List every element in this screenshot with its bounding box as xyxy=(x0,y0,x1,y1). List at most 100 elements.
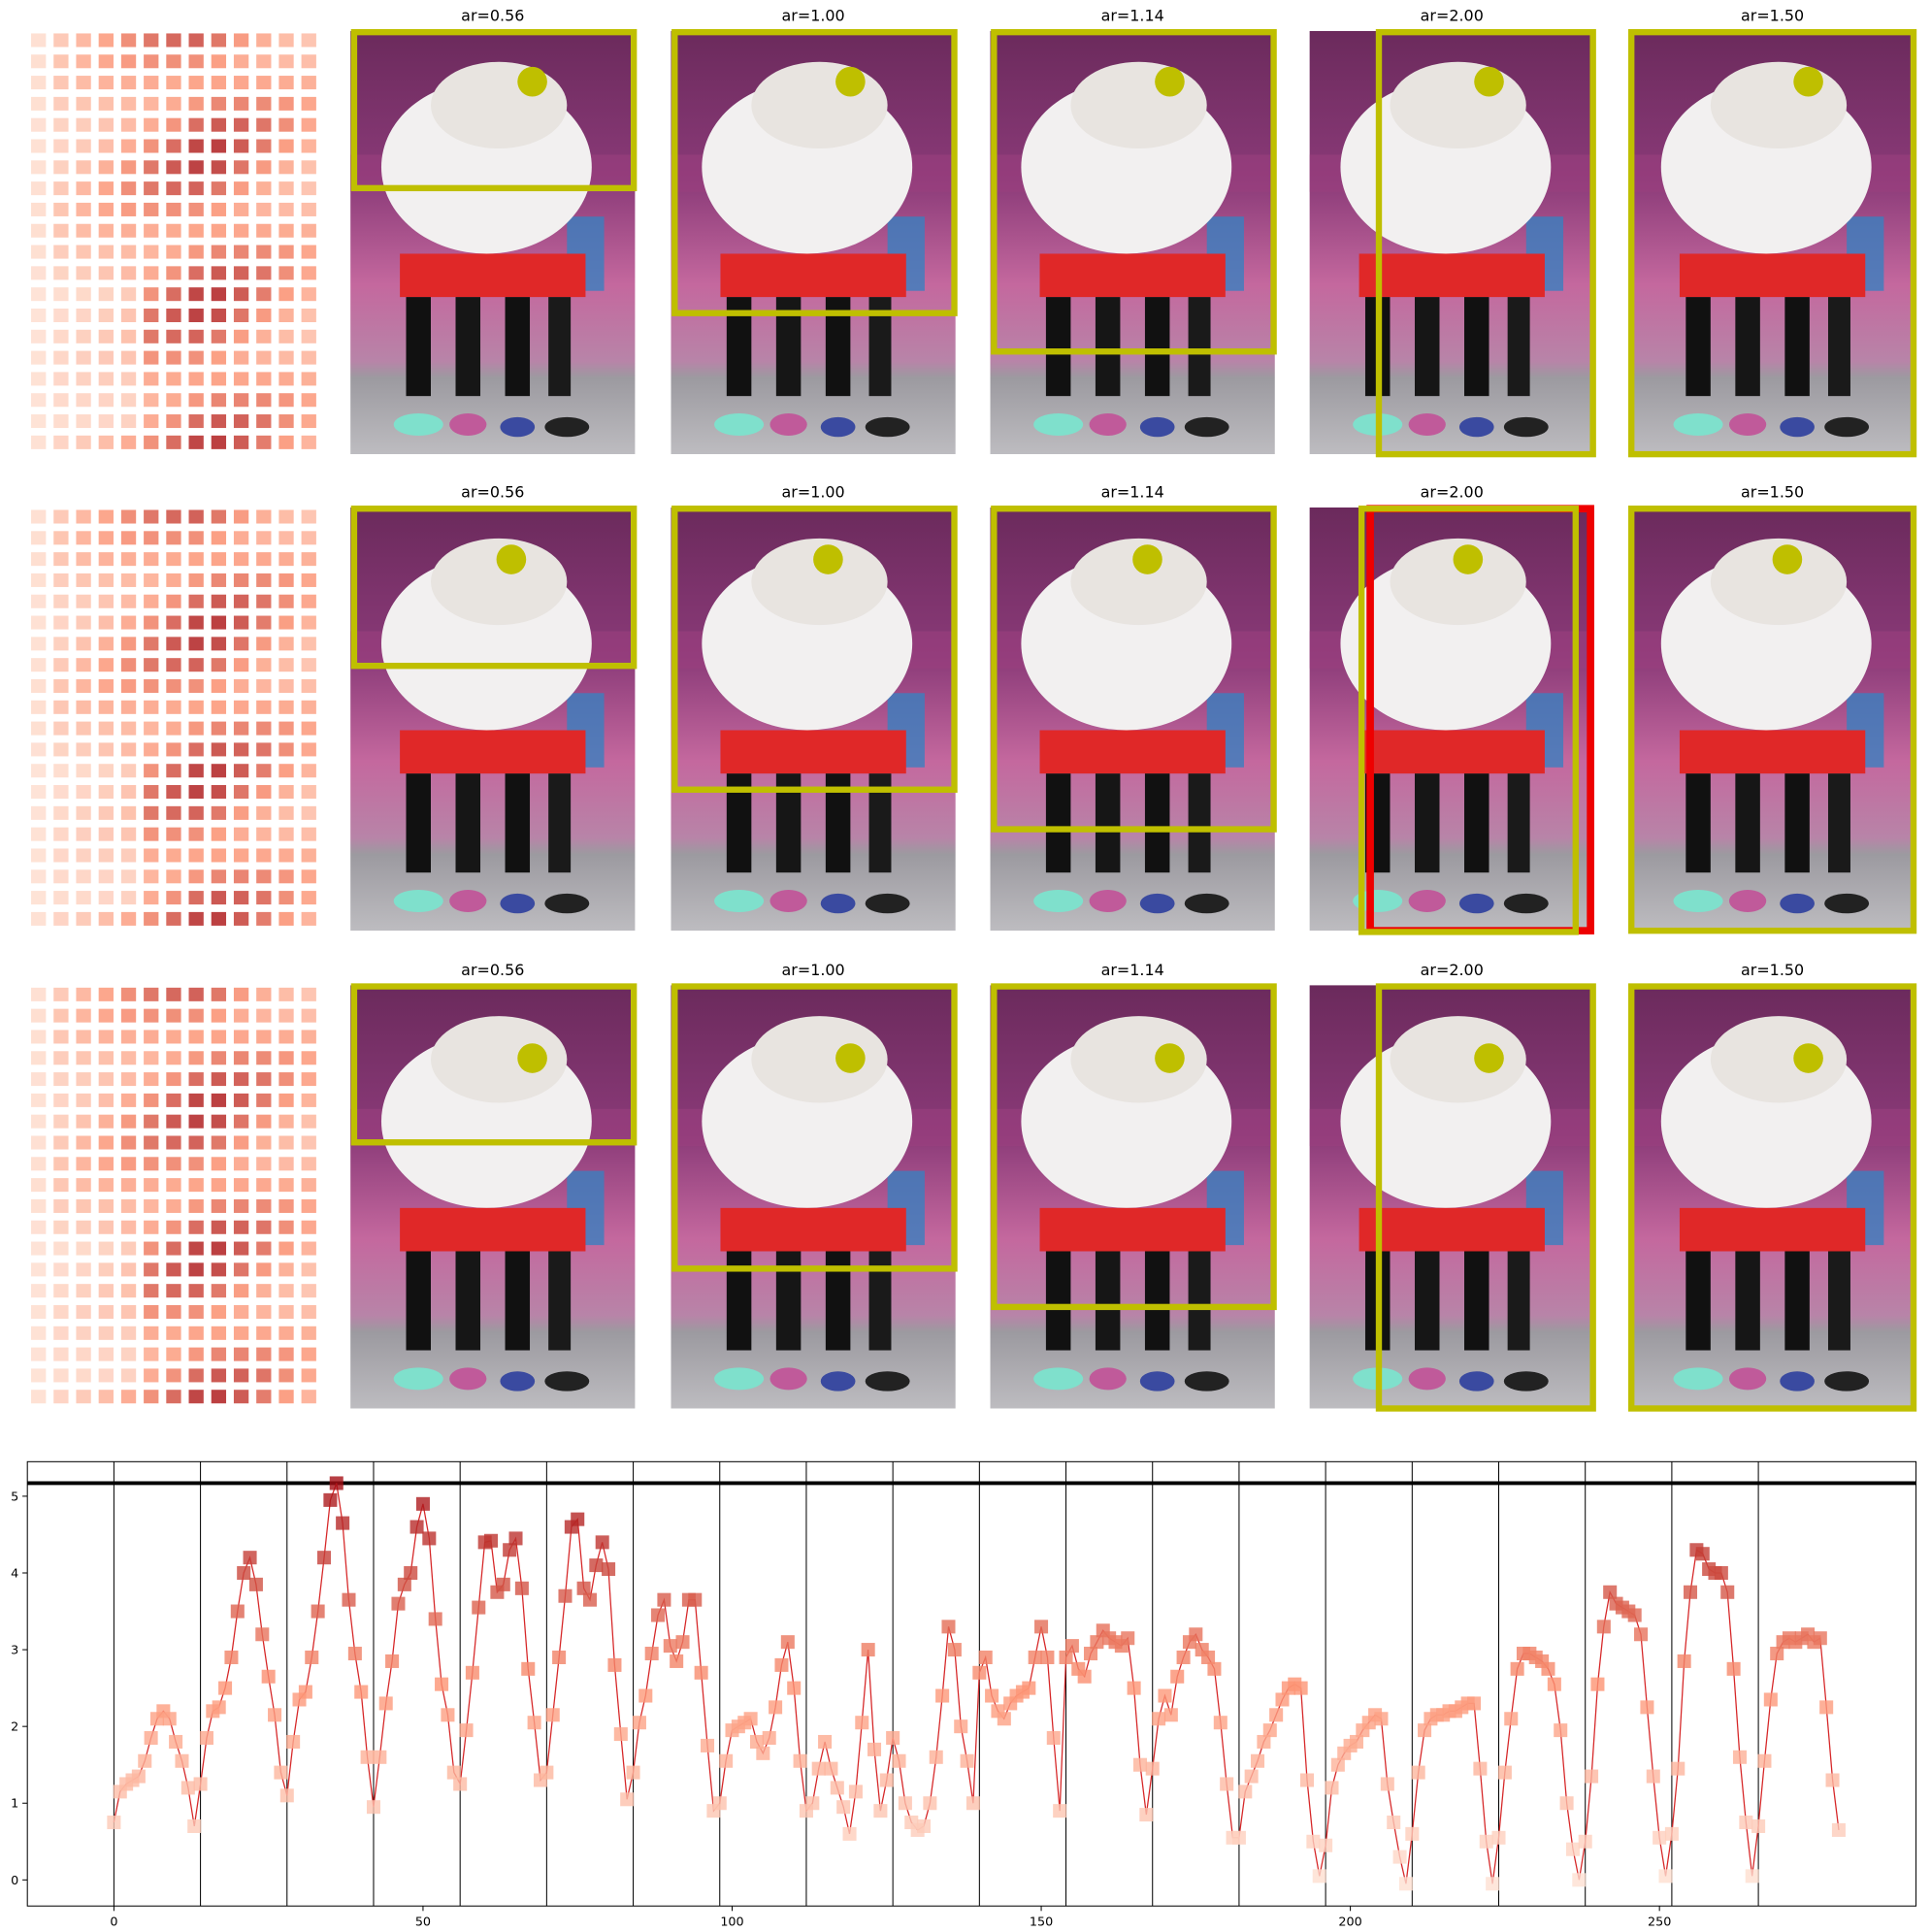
heatmap-cell xyxy=(144,848,159,863)
crop-box xyxy=(1628,983,1917,1412)
heatmap-cell xyxy=(301,700,316,714)
heatmap-cell xyxy=(166,1008,181,1023)
heatmap-cell xyxy=(301,742,316,757)
heatmap-cell xyxy=(278,721,294,736)
heatmap-cell xyxy=(278,594,294,608)
center-dot xyxy=(517,1043,547,1073)
heatmap-cell xyxy=(233,139,249,153)
heatmap-cell xyxy=(76,181,91,196)
heatmap-cell xyxy=(233,1030,249,1044)
heatmap-cell xyxy=(120,350,137,365)
heatmap-cell xyxy=(76,372,91,386)
marker xyxy=(892,1753,906,1768)
heatmap-cell xyxy=(76,96,91,111)
heatmap-cell xyxy=(53,435,69,449)
y-tick-label: 2 xyxy=(11,1720,18,1735)
center-dot xyxy=(813,544,843,574)
heatmap-cell xyxy=(31,435,47,449)
heatmap-cell xyxy=(233,1178,249,1193)
heatmap-cell xyxy=(211,76,227,90)
heatmap-cell xyxy=(31,911,47,926)
heatmap-cell xyxy=(31,615,47,630)
heatmap-cell xyxy=(301,329,316,344)
heatmap-cell xyxy=(256,594,272,608)
marker xyxy=(811,1761,826,1776)
heatmap-cell xyxy=(31,848,47,863)
heatmap-cell xyxy=(76,869,91,884)
heatmap-cell xyxy=(278,266,294,280)
heatmap-cell xyxy=(256,1093,272,1107)
marker xyxy=(769,1700,783,1715)
marker xyxy=(107,1815,121,1830)
heatmap-cell xyxy=(76,742,91,757)
heatmap-cell xyxy=(211,552,227,567)
heatmap-cell xyxy=(76,1030,91,1044)
panel-title: ar=0.56 xyxy=(461,7,524,25)
heatmap-cell xyxy=(233,308,249,323)
heatmap-cell xyxy=(76,1368,91,1383)
heatmap-cell xyxy=(233,1135,249,1150)
marker xyxy=(1213,1716,1227,1730)
heatmap-cell xyxy=(144,223,159,238)
marker xyxy=(1275,1692,1290,1707)
heatmap-cell xyxy=(31,202,47,216)
heatmap-cell xyxy=(76,1072,91,1087)
heatmap-cell xyxy=(166,329,181,344)
center-dot xyxy=(517,66,547,97)
heatmap-cell xyxy=(166,1114,181,1129)
heatmap-cell xyxy=(256,1284,272,1298)
heatmap-cell xyxy=(211,1198,227,1213)
heatmap-cell xyxy=(31,1326,47,1340)
marker xyxy=(422,1531,437,1546)
heatmap-cell xyxy=(98,891,114,905)
heatmap-cell xyxy=(256,287,272,302)
heatmap-cell xyxy=(76,414,91,429)
heatmap-cell xyxy=(256,1072,272,1087)
heatmap-cell xyxy=(53,245,69,259)
center-dot xyxy=(1132,544,1162,574)
heatmap-cell xyxy=(31,700,47,714)
heatmap-cell xyxy=(76,987,91,1001)
heatmap-cell xyxy=(233,1220,249,1234)
heatmap-cell xyxy=(76,764,91,778)
heatmap-cell xyxy=(188,1390,204,1404)
heatmap-cell xyxy=(278,245,294,259)
heatmap-cell xyxy=(188,1304,204,1320)
heatmap-cell xyxy=(278,1262,294,1277)
heatmap-cell xyxy=(211,1093,227,1107)
heatmap-cell xyxy=(120,181,137,196)
heatmap-cell xyxy=(188,805,204,820)
heatmap-cell xyxy=(256,202,272,216)
heatmap-cell xyxy=(301,117,316,132)
heatmap-cell xyxy=(144,1304,159,1320)
heatmap-cell xyxy=(211,509,227,524)
marker xyxy=(688,1592,703,1607)
heatmap-cell xyxy=(256,33,272,48)
heatmap-cell xyxy=(166,202,181,216)
heatmap-cell xyxy=(98,742,114,757)
heatmap-cell xyxy=(233,700,249,714)
heatmap-cell xyxy=(278,785,294,800)
heatmap-cell xyxy=(278,509,294,524)
heatmap-cell xyxy=(53,372,69,386)
heatmap-cell xyxy=(301,33,316,48)
heatmap-cell xyxy=(211,531,227,545)
heatmap-cell xyxy=(53,721,69,736)
marker xyxy=(1231,1830,1246,1845)
heatmap-cell xyxy=(53,96,69,111)
heatmap-cell xyxy=(144,869,159,884)
heatmap-cell xyxy=(188,721,204,736)
heatmap-cell xyxy=(278,742,294,757)
heatmap-cell xyxy=(98,223,114,238)
heatmap-cell xyxy=(76,678,91,694)
heatmap-cell xyxy=(120,1135,137,1150)
marker xyxy=(1819,1700,1834,1715)
heatmap-cell xyxy=(188,785,204,800)
heatmap-cell xyxy=(120,435,137,449)
heatmap-cell xyxy=(256,637,272,651)
heatmap-cell xyxy=(211,764,227,778)
heatmap-cell xyxy=(120,891,137,905)
marker xyxy=(366,1800,380,1815)
heatmap-cell xyxy=(31,764,47,778)
heatmap-cell xyxy=(76,117,91,132)
